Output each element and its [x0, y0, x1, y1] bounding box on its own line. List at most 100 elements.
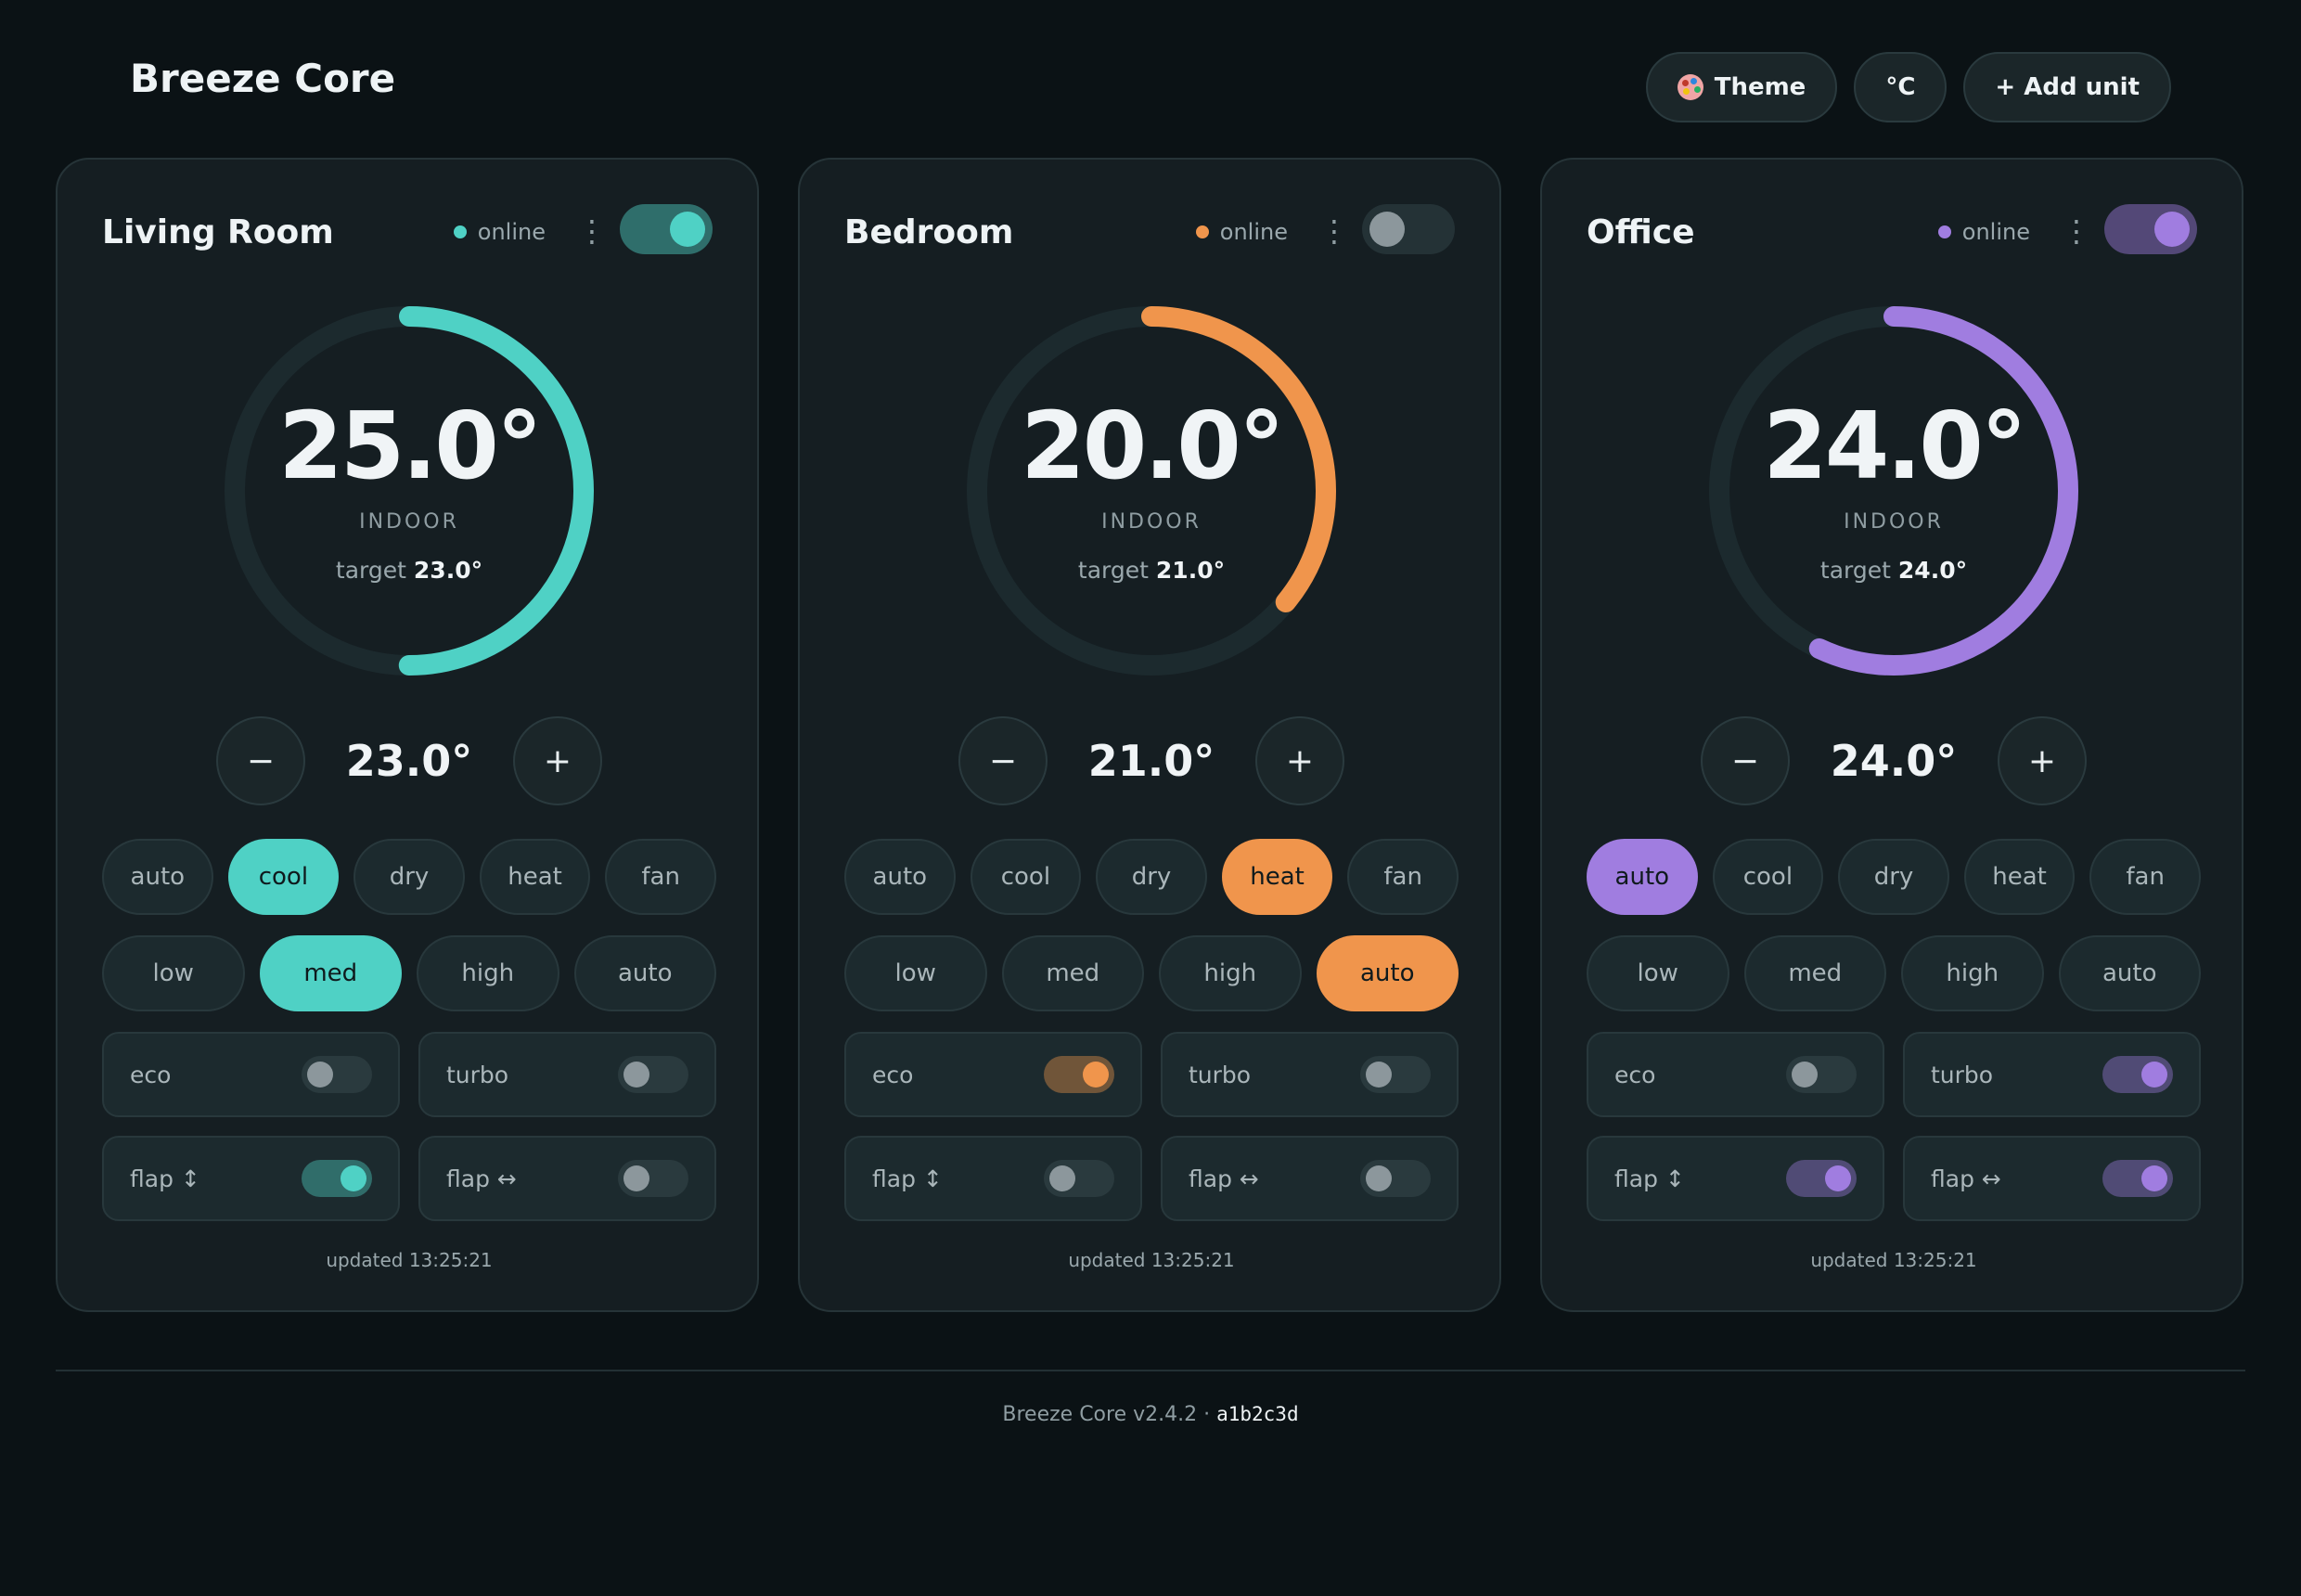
- eco-toggle-switch[interactable]: [302, 1056, 372, 1093]
- feature-toggles: flap ↕ flap ↔: [844, 1136, 1459, 1221]
- flap-vertical-toggle-tile[interactable]: flap ↕: [1587, 1136, 1884, 1221]
- increase-temp-button[interactable]: +: [513, 716, 602, 805]
- footer-hash: a1b2c3d: [1216, 1403, 1299, 1425]
- eco-toggle-tile[interactable]: eco: [1587, 1032, 1884, 1117]
- mode-dry-button[interactable]: dry: [1096, 839, 1207, 915]
- unit-cards: Living Room online ⋮ 25.0° INDOOR target…: [56, 158, 2243, 1312]
- fan-auto-button[interactable]: auto: [1316, 935, 1459, 1011]
- mode-fan-button[interactable]: fan: [1347, 839, 1459, 915]
- flap-vertical-toggle-tile[interactable]: flap ↕: [102, 1136, 400, 1221]
- turbo-toggle-tile[interactable]: turbo: [1161, 1032, 1459, 1117]
- last-updated: updated 13:25:21: [326, 1249, 493, 1271]
- mode-cool-button[interactable]: cool: [1712, 839, 1824, 915]
- mode-auto-button[interactable]: auto: [844, 839, 956, 915]
- decrease-temp-button[interactable]: −: [1701, 716, 1790, 805]
- status-dot: [453, 225, 467, 238]
- mode-cool-button[interactable]: cool: [227, 839, 340, 915]
- power-toggle[interactable]: [2104, 204, 2197, 254]
- increase-temp-button[interactable]: +: [1255, 716, 1344, 805]
- eco-toggle-switch[interactable]: [1044, 1056, 1114, 1093]
- mode-fan-button[interactable]: fan: [2089, 839, 2201, 915]
- turbo-toggle-switch[interactable]: [618, 1056, 688, 1093]
- mode-dry-button[interactable]: dry: [354, 839, 465, 915]
- power-toggle-knob: [1369, 212, 1405, 247]
- setpoint-stepper: − 23.0° +: [58, 716, 761, 805]
- flap-horizontal-toggle-switch[interactable]: [618, 1160, 688, 1197]
- feature-toggles: eco turbo: [844, 1032, 1459, 1117]
- mode-auto-button[interactable]: auto: [1587, 839, 1698, 915]
- add-unit-button[interactable]: + Add unit: [1963, 52, 2171, 122]
- mode-auto-button[interactable]: auto: [102, 839, 213, 915]
- unit-name: Office: [1587, 213, 1695, 251]
- switch-knob: [1366, 1062, 1392, 1088]
- mode-heat-button[interactable]: heat: [479, 839, 591, 915]
- target-readout: target 21.0°: [800, 557, 1503, 584]
- unit-card: Living Room online ⋮ 25.0° INDOOR target…: [56, 158, 759, 1312]
- fan-med-button[interactable]: med: [259, 935, 402, 1011]
- dial-progress: [967, 306, 1336, 676]
- flap-vertical-toggle-tile[interactable]: flap ↕: [844, 1136, 1142, 1221]
- fan-low-button[interactable]: low: [1587, 935, 1729, 1011]
- mode-heat-button[interactable]: heat: [1221, 839, 1333, 915]
- fan-med-button[interactable]: med: [1001, 935, 1144, 1011]
- last-updated: updated 13:25:21: [1068, 1249, 1235, 1271]
- fan-low-button[interactable]: low: [102, 935, 245, 1011]
- flap-horizontal-toggle-tile[interactable]: flap ↔: [418, 1136, 716, 1221]
- mode-dry-button[interactable]: dry: [1838, 839, 1949, 915]
- mode-heat-button[interactable]: heat: [1963, 839, 2076, 915]
- power-toggle[interactable]: [620, 204, 713, 254]
- mode-cool-button[interactable]: cool: [970, 839, 1082, 915]
- status-dot: [1937, 225, 1951, 238]
- switch-knob: [1825, 1165, 1851, 1191]
- unit-toggle-button[interactable]: °C: [1854, 52, 1947, 122]
- flap-horizontal-toggle-tile[interactable]: flap ↔: [1161, 1136, 1459, 1221]
- footer-divider: [56, 1370, 2245, 1371]
- turbo-toggle-tile[interactable]: turbo: [418, 1032, 716, 1117]
- fan-high-button[interactable]: high: [1901, 935, 2044, 1011]
- decrease-temp-button[interactable]: −: [216, 716, 305, 805]
- fan-low-button[interactable]: low: [844, 935, 987, 1011]
- fan-auto-button[interactable]: auto: [2058, 935, 2201, 1011]
- eco-toggle-switch[interactable]: [1786, 1056, 1857, 1093]
- flap-vertical-toggle-switch[interactable]: [1786, 1160, 1857, 1197]
- flap-vertical-toggle-switch[interactable]: [1044, 1160, 1114, 1197]
- fan-auto-button[interactable]: auto: [573, 935, 716, 1011]
- fan-high-button[interactable]: high: [417, 935, 559, 1011]
- dial-progress: [1709, 306, 2078, 676]
- increase-temp-button[interactable]: +: [1998, 716, 2087, 805]
- temperature-dial: [967, 306, 1336, 676]
- turbo-toggle-label: turbo: [1931, 1061, 1994, 1088]
- decrease-temp-button[interactable]: −: [958, 716, 1048, 805]
- power-toggle-knob: [2154, 212, 2190, 247]
- status-text: online: [1219, 219, 1288, 245]
- eco-toggle-tile[interactable]: eco: [844, 1032, 1142, 1117]
- app-title: Breeze Core: [130, 56, 396, 101]
- switch-knob: [1366, 1165, 1392, 1191]
- power-toggle[interactable]: [1362, 204, 1455, 254]
- status-indicator: online: [1937, 219, 2030, 245]
- more-options-icon[interactable]: ⋮: [1319, 213, 1349, 249]
- eco-toggle-tile[interactable]: eco: [102, 1032, 400, 1117]
- turbo-toggle-switch[interactable]: [1360, 1056, 1431, 1093]
- switch-knob: [2141, 1062, 2167, 1088]
- more-options-icon[interactable]: ⋮: [2062, 213, 2091, 249]
- theme-button[interactable]: Theme: [1645, 52, 1838, 122]
- flap-horizontal-toggle-switch[interactable]: [2102, 1160, 2173, 1197]
- target-value: 21.0°: [1155, 557, 1226, 584]
- mode-fan-button[interactable]: fan: [605, 839, 716, 915]
- indoor-temperature: 25.0°: [278, 392, 543, 500]
- feature-toggles: eco turbo: [102, 1032, 716, 1117]
- unit-name: Living Room: [102, 213, 334, 251]
- turbo-toggle-tile[interactable]: turbo: [1903, 1032, 2201, 1117]
- turbo-toggle-switch[interactable]: [2102, 1056, 2173, 1093]
- header-actions: Theme °C + Add unit: [1645, 52, 2171, 122]
- flap-vertical-toggle-switch[interactable]: [302, 1160, 372, 1197]
- fan-high-button[interactable]: high: [1159, 935, 1302, 1011]
- flap-horizontal-toggle-tile[interactable]: flap ↔: [1903, 1136, 2201, 1221]
- more-options-icon[interactable]: ⋮: [577, 213, 607, 249]
- flap-horizontal-toggle-switch[interactable]: [1360, 1160, 1431, 1197]
- fan-med-button[interactable]: med: [1743, 935, 1886, 1011]
- switch-knob: [1083, 1062, 1109, 1088]
- indoor-temperature: 20.0°: [1021, 392, 1285, 500]
- setpoint-stepper: − 21.0° +: [800, 716, 1503, 805]
